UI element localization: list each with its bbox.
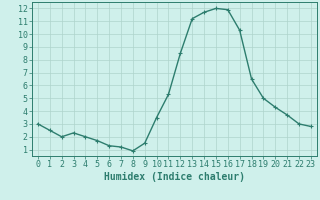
X-axis label: Humidex (Indice chaleur): Humidex (Indice chaleur) — [104, 172, 245, 182]
